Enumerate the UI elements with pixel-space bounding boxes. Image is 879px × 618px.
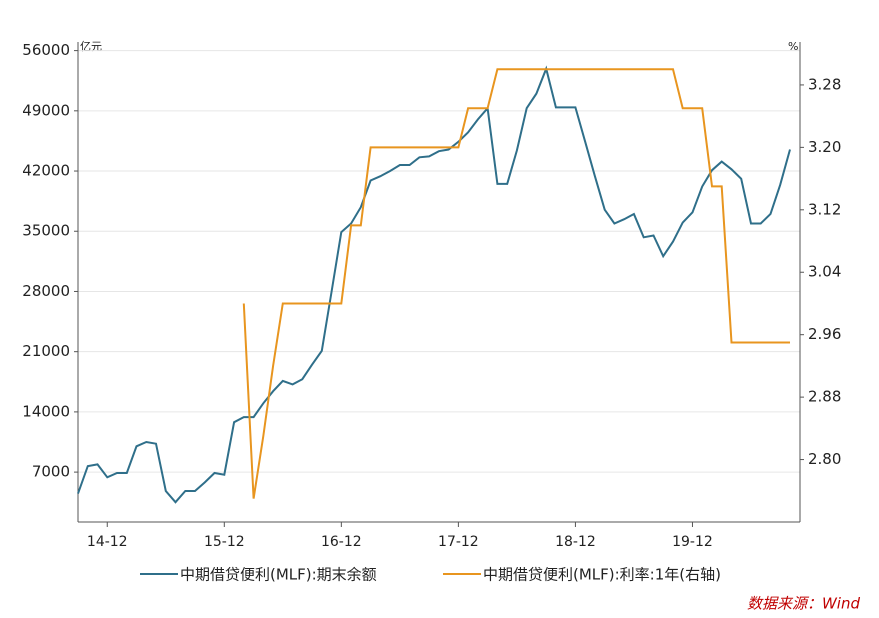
source: 数据来源：Wind <box>747 595 861 613</box>
y-tick-label: 49000 <box>22 101 70 119</box>
y2-tick-label: 3.20 <box>808 138 841 156</box>
x-tick-label: 19-12 <box>672 534 713 550</box>
series-line <box>242 68 790 499</box>
legend-label: 中期借贷便利(MLF):期末余额 <box>180 566 377 584</box>
y2-tick-label: 3.12 <box>808 200 841 218</box>
y-tick-label: 56000 <box>22 41 70 59</box>
y-tick-label: 28000 <box>22 282 70 300</box>
x-tick-label: 15-12 <box>204 534 245 550</box>
legend-label: 中期借贷便利(MLF):利率:1年(右轴) <box>483 566 721 584</box>
y2-tick-label: 2.80 <box>808 450 841 468</box>
y-tick-label: 21000 <box>22 342 70 360</box>
x-tick-label: 18-12 <box>555 534 596 550</box>
y-tick-label: 35000 <box>22 222 70 240</box>
y2-tick-label: 2.88 <box>808 388 841 406</box>
y2-tick-label: 3.28 <box>808 75 841 93</box>
y-tick-label: 42000 <box>22 162 70 180</box>
y2-tick-label: 2.96 <box>808 325 841 343</box>
x-tick-label: 17-12 <box>438 534 479 550</box>
x-tick-label: 16-12 <box>321 534 362 550</box>
series-line <box>77 65 791 504</box>
y2-tick-label: 3.04 <box>808 263 841 281</box>
x-tick-label: 14-12 <box>87 534 128 550</box>
y-tick-label: 7000 <box>32 463 70 481</box>
y-unit: 亿元 <box>80 40 102 53</box>
y-tick-label: 14000 <box>22 402 70 420</box>
y2-unit: % <box>788 40 798 53</box>
